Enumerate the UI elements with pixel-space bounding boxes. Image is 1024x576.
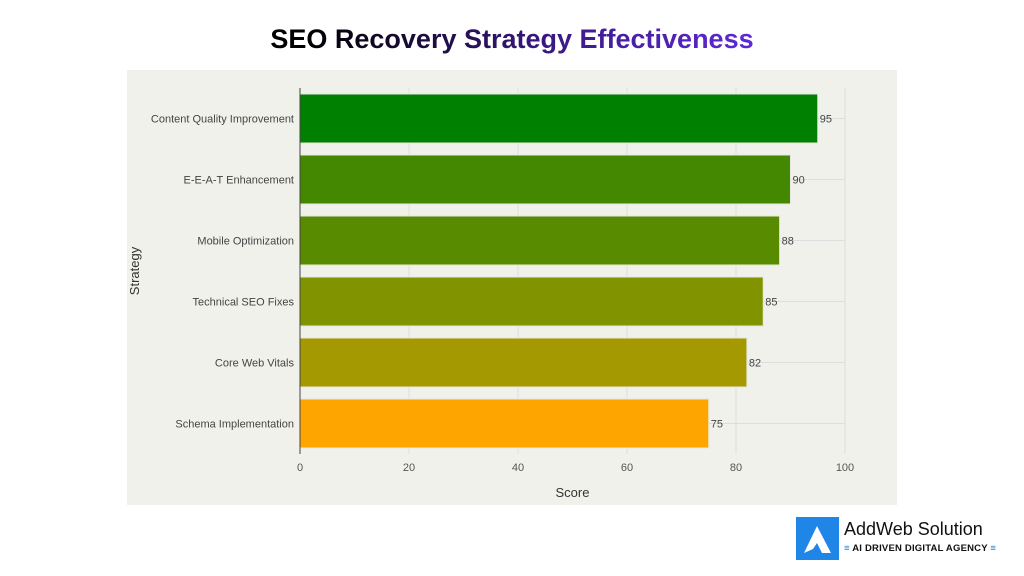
bar	[299, 154, 791, 205]
bar-chart: 0 20 40 60 80 100 Content Quality Improvement 9…	[127, 88, 854, 500]
x-tick-label: 60	[621, 462, 633, 474]
logo-mark-icon	[796, 517, 839, 560]
x-axis-title: Score	[556, 485, 590, 500]
y-tick-label: Technical SEO Fixes	[193, 297, 295, 309]
chart-title: SEO Recovery Strategy Effectiveness	[0, 24, 1024, 55]
bar	[299, 215, 781, 266]
data-label: 85	[765, 297, 777, 309]
x-tick-label: 20	[403, 462, 415, 474]
addweb-logo: AddWeb Solution ≡ AI DRIVEN DIGITAL AGEN…	[796, 517, 1016, 561]
data-label: 95	[820, 114, 832, 126]
x-tick-label: 40	[512, 462, 524, 474]
y-tick-label: Schema Implementation	[175, 419, 294, 431]
data-label: 88	[782, 236, 794, 248]
x-tick-label: 80	[730, 462, 742, 474]
logo-name: AddWeb Solution	[844, 519, 983, 539]
x-tick-label: 0	[297, 462, 303, 474]
data-label: 75	[711, 419, 723, 431]
y-tick-label: Content Quality Improvement	[151, 114, 294, 126]
data-label: 82	[749, 358, 761, 370]
logo-tagline: AI DRIVEN DIGITAL AGENCY	[852, 543, 988, 554]
bar	[299, 276, 764, 327]
y-axis-title: Strategy	[127, 246, 142, 295]
y-tick-label: Mobile Optimization	[197, 236, 294, 248]
x-tick-label: 100	[836, 462, 854, 474]
bar	[299, 93, 819, 144]
chart-panel: 0 20 40 60 80 100 Content Quality Improvement 9…	[127, 70, 897, 505]
bar	[299, 398, 710, 449]
y-tick-label: Core Web Vitals	[215, 358, 295, 370]
bar	[299, 337, 748, 388]
data-label: 90	[793, 175, 805, 187]
y-tick-label: E-E-A-T Enhancement	[184, 175, 294, 187]
